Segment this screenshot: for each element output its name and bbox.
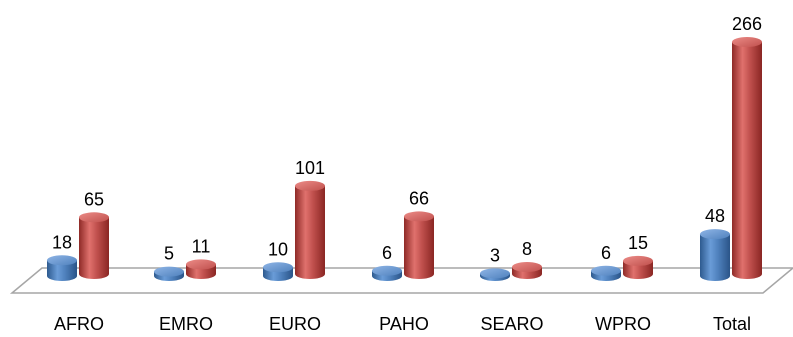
bar-top — [263, 262, 293, 273]
category-label: WPRO — [595, 314, 651, 334]
data-label: 5 — [164, 244, 174, 264]
data-label: 6 — [382, 243, 392, 263]
bar-body — [700, 234, 730, 276]
category-label: AFRO — [54, 314, 104, 334]
bar-top — [79, 212, 109, 223]
bar-top — [295, 180, 325, 191]
bar-blue-afro — [47, 255, 77, 281]
bar-top — [732, 37, 762, 47]
bar-top — [591, 265, 621, 276]
data-label: 10 — [268, 239, 288, 259]
bar-body — [79, 217, 109, 274]
bar-top — [623, 255, 653, 266]
bar-blue-wpro — [591, 265, 621, 281]
data-label: 15 — [628, 233, 648, 253]
bar-top — [404, 211, 434, 222]
bar-blue-total — [700, 229, 730, 281]
data-label: 101 — [295, 158, 325, 178]
category-labels-layer: AFRO EMRO EURO PAHO SEARO WPRO Total — [54, 314, 751, 334]
bar-top — [480, 268, 510, 279]
bar-blue-euro — [263, 262, 293, 281]
bar-red-searo — [512, 262, 542, 279]
bar-red-afro — [79, 212, 109, 279]
bar-top — [700, 229, 730, 240]
data-label: 65 — [84, 189, 104, 209]
bar-red-emro — [186, 259, 216, 279]
bar-top — [186, 259, 216, 270]
bar-top — [512, 262, 542, 273]
bar-top — [47, 255, 77, 266]
data-label: 66 — [409, 188, 429, 208]
bar-body — [732, 42, 762, 274]
bar-body — [404, 216, 434, 274]
bar-blue-searo — [480, 268, 510, 281]
data-label: 48 — [705, 206, 725, 226]
data-label: 6 — [601, 243, 611, 263]
category-label: EMRO — [159, 314, 213, 334]
bar-red-paho — [404, 211, 434, 279]
data-label: 11 — [192, 236, 211, 256]
data-label: 8 — [522, 239, 532, 259]
bar-red-wpro — [623, 255, 653, 279]
category-label: SEARO — [480, 314, 543, 334]
data-label: 266 — [732, 14, 762, 34]
category-label: EURO — [269, 314, 321, 334]
bar-blue-paho — [372, 265, 402, 281]
data-label: 3 — [490, 245, 500, 265]
chart-floor — [9, 267, 793, 294]
bar-top — [154, 266, 184, 277]
bar-top — [372, 265, 402, 276]
bars-layer — [47, 37, 762, 281]
data-label: 18 — [52, 232, 72, 252]
bar-body — [295, 185, 325, 274]
category-label: Total — [713, 314, 751, 334]
category-label: PAHO — [379, 314, 429, 334]
bar-blue-emro — [154, 266, 184, 281]
bar-red-total — [732, 37, 762, 279]
bar-red-euro — [295, 180, 325, 279]
